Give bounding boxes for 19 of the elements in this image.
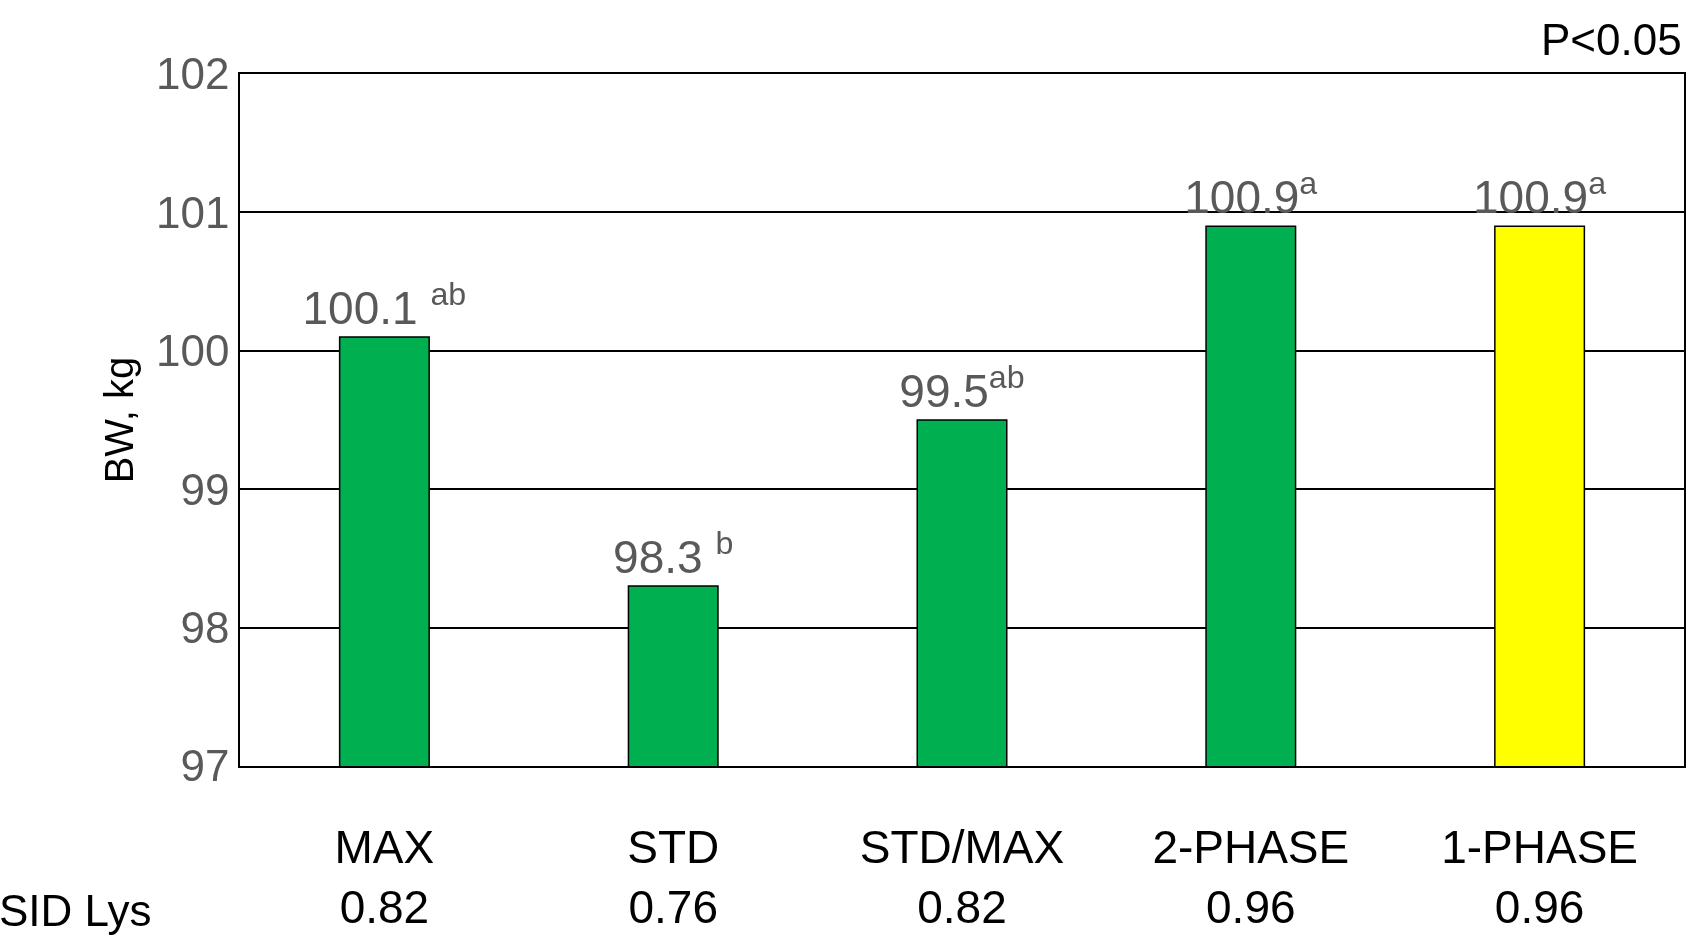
data-label: 99.5$^{ab}$ xyxy=(899,358,1025,417)
data-label: 100.9$^{a}$ xyxy=(1184,164,1318,224)
y-tick-label: 98 xyxy=(180,603,230,652)
y-tick-label: 100 xyxy=(156,326,230,376)
text: P<0.05 xyxy=(1541,15,1682,64)
x-tick-label: 1-PHASE 0.96 xyxy=(1441,820,1639,933)
y-tick-label: 101 xyxy=(156,187,230,237)
data-label: 98.3 $^{b}$ xyxy=(613,524,734,584)
x-tick-label: MAX 0.82 xyxy=(334,820,435,933)
y-axis-title: BW, kg xyxy=(97,356,142,484)
x-tick-label: STD 0.76 xyxy=(627,820,720,933)
x-tick-label: 2-PHASE 0.96 xyxy=(1152,820,1350,933)
y-tick-label: 99 xyxy=(180,464,230,514)
data-label: 100.1 $^{ab}$ xyxy=(302,275,467,334)
y-tick-label: 97 xyxy=(180,741,230,791)
y-tick-label: 102 xyxy=(156,49,230,99)
x-tick-label: STD/MAX 0.82 xyxy=(859,820,1065,933)
text: SID Lys xyxy=(0,886,152,935)
data-label: 100.9$^{a}$ xyxy=(1473,164,1607,224)
